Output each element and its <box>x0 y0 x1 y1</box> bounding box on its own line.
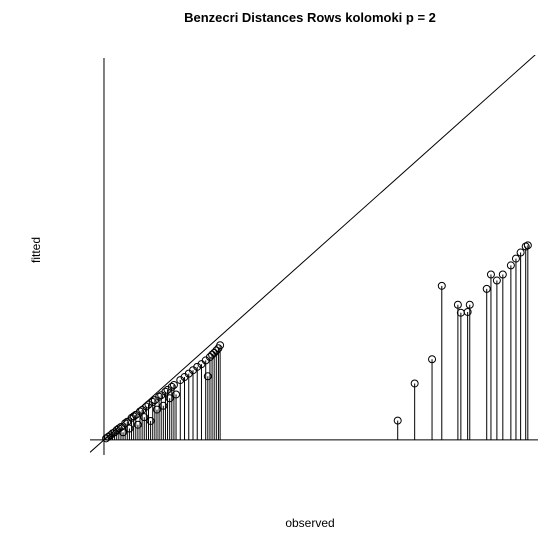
point <box>203 372 212 381</box>
chart-title: Benzecri Distances Rows kolomoki p = 2 <box>184 10 436 25</box>
point <box>463 307 472 316</box>
point <box>142 402 151 411</box>
point <box>165 394 174 403</box>
x-axis-label: observed <box>285 516 334 530</box>
point <box>208 350 217 359</box>
point <box>428 355 437 364</box>
point <box>136 407 145 416</box>
point <box>146 416 155 425</box>
point <box>205 352 214 361</box>
point <box>161 387 170 396</box>
identity-line <box>90 55 536 453</box>
point <box>498 270 507 279</box>
point <box>172 390 181 399</box>
point <box>148 398 157 407</box>
point <box>516 248 525 257</box>
point <box>169 380 178 389</box>
point <box>216 341 225 350</box>
point <box>465 300 474 309</box>
point <box>453 300 462 309</box>
point <box>511 254 520 263</box>
point <box>119 428 128 437</box>
point <box>140 413 149 422</box>
point <box>193 362 202 371</box>
point <box>159 401 168 410</box>
point <box>523 241 532 250</box>
point <box>121 419 130 428</box>
point <box>437 281 446 290</box>
point <box>506 261 515 270</box>
point <box>129 412 138 421</box>
point <box>133 420 142 429</box>
point <box>486 270 495 279</box>
point <box>152 405 161 414</box>
point <box>210 348 219 357</box>
point <box>125 424 134 433</box>
point <box>410 379 419 388</box>
point <box>167 382 176 391</box>
y-axis-label: fitted <box>29 237 43 263</box>
point <box>482 284 491 293</box>
point <box>393 416 402 425</box>
point <box>155 392 164 401</box>
point <box>521 242 530 251</box>
point <box>492 276 501 285</box>
point <box>144 400 153 409</box>
